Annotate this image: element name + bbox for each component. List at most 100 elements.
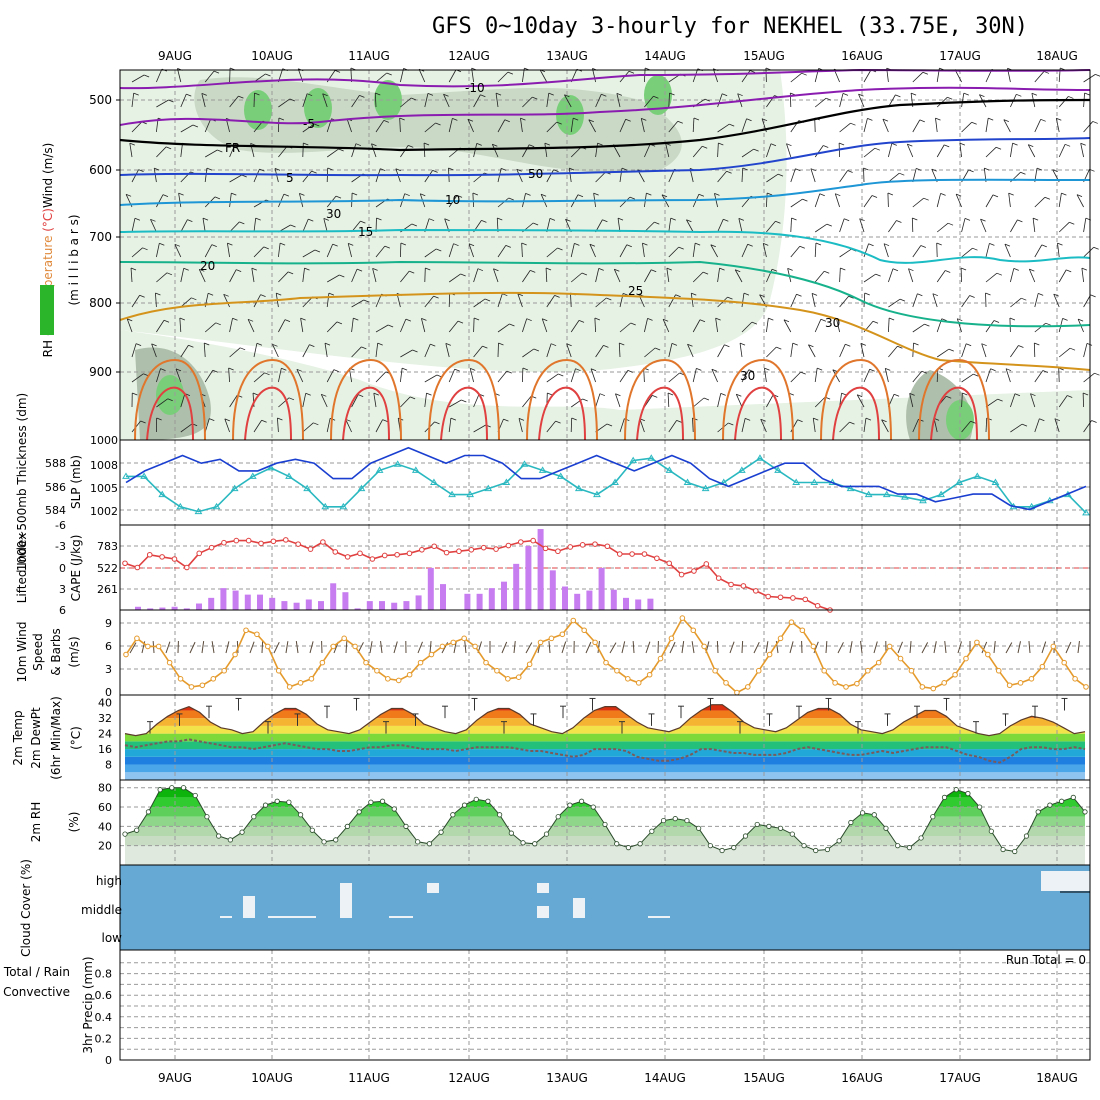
wind-barb-flag [332, 243, 338, 247]
wind-barb [790, 343, 794, 358]
wind-barb-10m [1041, 641, 1047, 654]
wind-barb-flag [206, 167, 213, 171]
wind-barb-flag [503, 418, 509, 422]
contour-label: 30 [825, 316, 840, 330]
rh-marker [977, 804, 983, 810]
rh-marker [473, 796, 479, 802]
wind-barb-flag [1012, 142, 1018, 146]
wind-barb-flag [530, 270, 536, 273]
thickness-line-marker [194, 507, 203, 515]
wind-barb-flag [549, 217, 556, 221]
wind-barb-flag [420, 193, 426, 197]
wind-barb-flag [139, 294, 145, 298]
wind-barb [229, 174, 242, 183]
slp-tick-label: 1005 [90, 482, 118, 495]
wind-barb-flag [213, 70, 220, 74]
wind-barb [302, 218, 309, 233]
wind-barb-flag [857, 394, 863, 398]
wind-barb [522, 395, 532, 408]
wind-barb-10m [837, 642, 844, 654]
wind-barb [202, 218, 206, 233]
contour-35 [636, 386, 684, 441]
wind-barb [808, 344, 816, 358]
wind-barb [539, 69, 548, 83]
wind-barb [619, 322, 631, 333]
wind-barb-flag [810, 168, 817, 172]
wind-barb [448, 118, 453, 133]
wind-barb-10m [681, 641, 685, 654]
wind-barb [814, 396, 826, 408]
cape-bar [403, 601, 410, 610]
contour-30 [722, 358, 794, 441]
rh-high-cell [156, 375, 184, 415]
wind-barb-flag [1042, 370, 1048, 373]
cape-bar [525, 546, 532, 610]
wind-barb-flag [881, 419, 887, 423]
wind-barb [932, 293, 938, 308]
wind-barb [741, 244, 749, 258]
wind-barb-flag [885, 367, 891, 371]
wind-barb [351, 143, 357, 158]
wind-tick-label: 3 [105, 663, 112, 676]
wind-barb [936, 144, 945, 158]
wind-speed-line-marker [897, 655, 904, 662]
cape-bar [171, 606, 178, 610]
wind-barb-flag [711, 368, 718, 372]
rh-marker [813, 847, 819, 854]
wind-barb-10m [993, 641, 996, 654]
wind-barb-flag [457, 320, 464, 324]
wind-barb-flag [1013, 268, 1019, 271]
wind-barb-flag [686, 219, 692, 223]
thickness-line-marker [665, 466, 674, 473]
wind-barb-flag [1061, 192, 1067, 196]
lifted-index-line-marker [530, 537, 536, 544]
wind-barb [961, 247, 973, 258]
wind-barb [400, 318, 407, 333]
wind-barb-flag [247, 318, 254, 322]
wind-barb [985, 272, 998, 283]
thickness-line-marker [538, 466, 547, 473]
precip-ylabel: 3hr Precip (mm) [81, 956, 95, 1053]
rh-marker [988, 828, 994, 834]
wind-barb-flag [1077, 318, 1084, 322]
rh-marker [485, 798, 491, 804]
wind-barb-flag [279, 242, 286, 246]
wind-barb-flag [702, 271, 709, 275]
rh-marker [274, 798, 280, 804]
lifted-index-line-marker [159, 554, 165, 560]
wind-speed-line-marker [450, 639, 457, 646]
wind-barb [180, 393, 186, 408]
wind-barb-flag [289, 98, 296, 102]
wind-barb [204, 149, 218, 158]
wind-barb-flag [132, 392, 138, 396]
wind-barb-flag [283, 193, 290, 197]
pressure-tick-label: 700 [89, 230, 112, 244]
wind-barb-flag [556, 121, 562, 125]
wind-barb-flag [823, 145, 829, 148]
wind-barb [449, 399, 462, 408]
wind-barb-flag [896, 220, 902, 223]
wind-barb-10m [273, 641, 280, 654]
wind-barb [469, 368, 474, 383]
wind-barb [985, 368, 991, 383]
wind-barb-flag [893, 393, 900, 397]
wind-barb-flag [667, 392, 674, 396]
wind-barb-flag [606, 423, 613, 427]
wind-barb [400, 349, 413, 358]
wind-barb [741, 418, 746, 433]
wind-barb-flag [616, 92, 622, 96]
wind-speed-line-marker [1017, 680, 1024, 686]
wind-barb-flag [669, 92, 675, 96]
temp-bands [125, 704, 1085, 780]
wind-barb-10m [129, 642, 137, 654]
top-date-label: 11AUG [348, 49, 390, 63]
wind-barb-flag [127, 318, 133, 322]
wind-barb [229, 269, 237, 283]
wind-barb [1010, 297, 1022, 308]
wind-barb [1058, 269, 1067, 283]
wind-barb [644, 318, 648, 333]
cape-tick-label: 261 [97, 583, 118, 596]
slp-ylabel: SLP (mb) [69, 455, 83, 509]
wind-barb [570, 146, 582, 158]
wind-barb [445, 343, 450, 358]
